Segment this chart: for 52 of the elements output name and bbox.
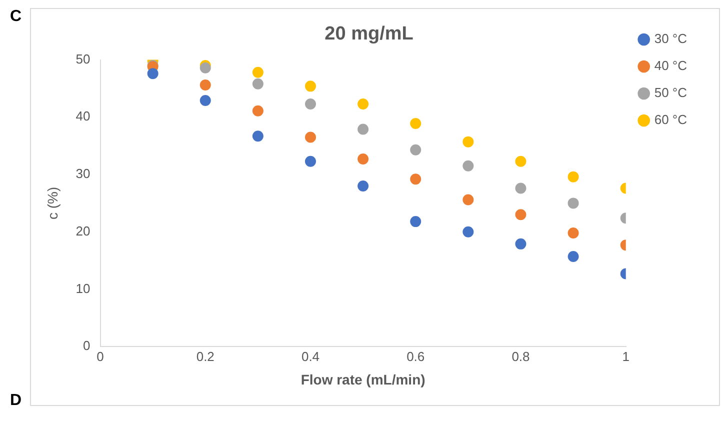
legend-label: 60 °C — [654, 112, 688, 128]
legend-label: 30 °C — [654, 31, 688, 46]
point — [252, 66, 264, 78]
point — [304, 98, 316, 110]
point — [304, 80, 316, 92]
point — [200, 95, 211, 106]
point — [515, 182, 526, 194]
point — [568, 198, 579, 209]
point — [410, 216, 422, 228]
point — [410, 174, 422, 185]
chart-title: 20 mg/mL — [324, 24, 414, 45]
point — [358, 180, 369, 192]
x-tick-label: 0.4 — [301, 348, 320, 364]
point — [252, 130, 264, 142]
point — [410, 118, 422, 129]
point — [462, 226, 474, 238]
point — [515, 209, 526, 220]
text: D — [10, 392, 22, 410]
point — [252, 78, 264, 90]
point — [568, 228, 579, 239]
x-tick-label: 1 — [622, 348, 630, 364]
text: C — [10, 8, 22, 26]
point — [515, 238, 526, 250]
point — [358, 154, 369, 165]
point — [358, 124, 369, 135]
x-axis-title: Flow rate (mL/min) — [300, 371, 426, 388]
x-tick-label: 0.2 — [196, 348, 214, 364]
y-axis-title: c (%) — [44, 186, 60, 220]
point — [568, 251, 579, 262]
y-tick-label: 20 — [76, 223, 90, 238]
point — [515, 156, 526, 167]
y-tick-label: 30 — [76, 166, 90, 182]
x-tick-label: 0.6 — [406, 348, 425, 364]
point — [410, 144, 422, 156]
point — [200, 80, 211, 91]
y-tick-label: 40 — [76, 108, 90, 124]
x-tick-label: 0 — [96, 348, 104, 364]
legend-label: 50 °C — [654, 85, 688, 100]
legend-label: 40 °C — [654, 58, 688, 74]
point — [304, 156, 316, 167]
point — [462, 136, 474, 148]
point — [147, 68, 158, 80]
y-tick-label: 10 — [76, 280, 90, 296]
point — [252, 105, 264, 116]
point — [358, 98, 369, 110]
y-tick-label: 50 — [76, 51, 90, 66]
point — [304, 132, 316, 143]
point — [462, 194, 474, 206]
y-tick-label: 0 — [83, 338, 90, 354]
x-tick-label: 0.8 — [512, 348, 530, 364]
point — [462, 160, 474, 172]
point — [568, 171, 579, 182]
